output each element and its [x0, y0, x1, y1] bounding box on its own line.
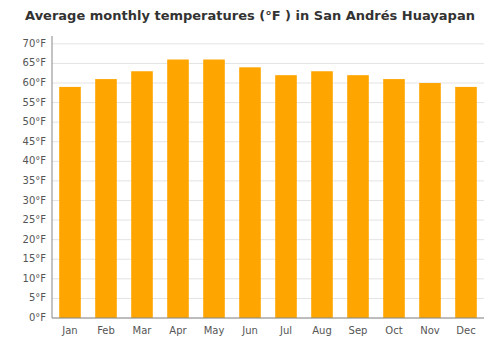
- y-tick-label: 70°F: [23, 38, 47, 49]
- y-tick-label: 10°F: [23, 273, 47, 284]
- bar: [239, 67, 261, 318]
- grid-line: [52, 318, 484, 319]
- x-axis-line: [52, 318, 484, 319]
- x-tick-label: Dec: [456, 325, 475, 336]
- bars: [59, 60, 477, 319]
- y-tick-label: 30°F: [23, 195, 47, 206]
- x-tick-label: Oct: [385, 325, 402, 336]
- y-tick-label: 35°F: [23, 175, 47, 186]
- bar: [59, 87, 81, 318]
- y-tick-label: 25°F: [23, 214, 47, 225]
- y-tick-label: 0°F: [29, 312, 46, 323]
- y-tick-label: 65°F: [23, 57, 47, 68]
- bar: [383, 79, 405, 318]
- y-tick-label: 60°F: [23, 77, 47, 88]
- x-tick-label: Jan: [61, 325, 77, 336]
- x-tick-label: Sep: [349, 325, 368, 336]
- y-tick-label: 45°F: [23, 136, 47, 147]
- y-tick-label: 50°F: [23, 116, 47, 127]
- bar: [455, 87, 477, 318]
- bar: [275, 75, 297, 318]
- x-tick-label: Mar: [133, 325, 153, 336]
- bar: [203, 60, 225, 319]
- grid-line: [52, 43, 484, 44]
- x-tick-label: Feb: [97, 325, 115, 336]
- bar: [167, 60, 189, 319]
- chart-container: 0°F 5°F 10°F 15°F 20°F 25°F 30°F 35°F 40°F 45°F 50…: [0, 0, 500, 350]
- grid: [52, 44, 484, 318]
- y-tick-label: 15°F: [23, 253, 47, 264]
- x-tick-label: May: [204, 325, 225, 336]
- y-tick-label: 5°F: [29, 292, 46, 303]
- bar: [131, 71, 153, 318]
- bar: [95, 79, 117, 318]
- y-tick-label: 20°F: [23, 234, 47, 245]
- x-tick-label: Aug: [312, 325, 332, 336]
- x-tick-label: Jun: [241, 325, 258, 336]
- x-tick-label: Jul: [279, 325, 292, 336]
- x-tick-label: Apr: [169, 325, 187, 336]
- x-tick-label: Nov: [420, 325, 440, 336]
- grid-line: [52, 63, 484, 64]
- x-axis: Jan Feb Mar Apr May Jun Jul Aug Sep Oct Nov Dec: [61, 325, 475, 336]
- y-tick-label: 40°F: [23, 155, 47, 166]
- bar: [347, 75, 369, 318]
- bar: [419, 83, 441, 318]
- title: Average monthly temperatures (°F ) in Sa…: [25, 8, 475, 23]
- page: {"chart_data": {"type": "bar", "title": …: [0, 0, 500, 350]
- y-axis-line: [52, 36, 53, 318]
- y-tick-label: 55°F: [23, 97, 47, 108]
- bar: [311, 71, 333, 318]
- chart: 0°F 5°F 10°F 15°F 20°F 25°F 30°F 35°F 40°F 45°F 50…: [0, 0, 500, 350]
- y-axis: 0°F 5°F 10°F 15°F 20°F 25°F 30°F 35°F 40°F 45°F 50…: [23, 38, 47, 323]
